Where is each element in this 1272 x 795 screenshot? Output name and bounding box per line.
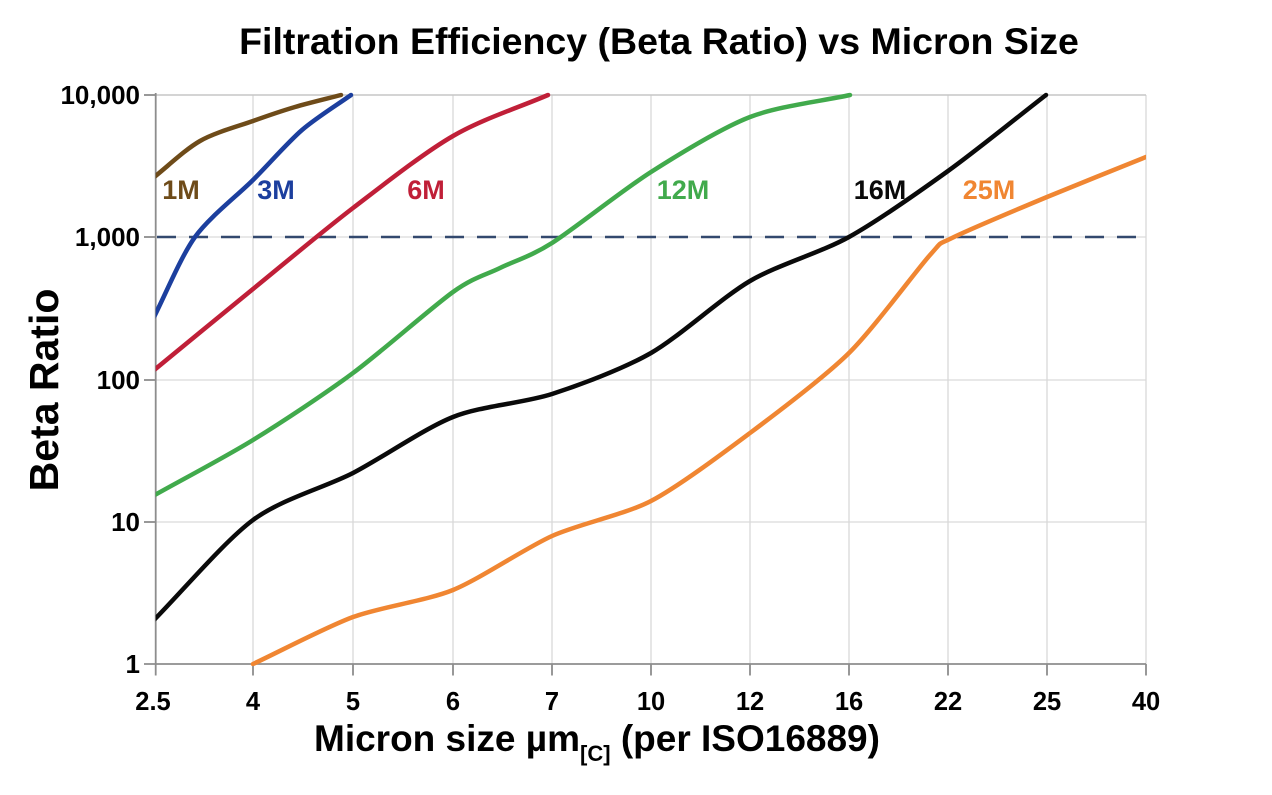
svg-text:6M: 6M: [407, 175, 445, 205]
svg-text:1,000: 1,000: [75, 222, 140, 252]
svg-text:16: 16: [835, 688, 863, 716]
svg-text:12M: 12M: [657, 175, 710, 205]
svg-text:7: 7: [545, 688, 559, 716]
svg-text:10: 10: [637, 688, 665, 716]
svg-text:3M: 3M: [257, 175, 295, 205]
svg-text:25M: 25M: [963, 175, 1016, 205]
svg-text:10,000: 10,000: [60, 80, 140, 110]
svg-text:2.5: 2.5: [135, 688, 170, 716]
svg-text:5: 5: [346, 688, 360, 716]
svg-text:40: 40: [1132, 688, 1160, 716]
svg-text:Micron size µm[C] (per ISO1688: Micron size µm[C] (per ISO16889): [314, 718, 880, 766]
svg-text:1M: 1M: [162, 175, 200, 205]
svg-text:100: 100: [97, 365, 140, 395]
svg-text:16M: 16M: [854, 175, 907, 205]
svg-text:Beta Ratio: Beta Ratio: [21, 289, 67, 492]
svg-text:Filtration Efficiency (Beta Ra: Filtration Efficiency (Beta Ratio) vs Mi…: [239, 20, 1079, 62]
svg-text:6: 6: [446, 688, 460, 716]
svg-text:22: 22: [934, 688, 962, 716]
svg-text:1: 1: [126, 649, 140, 679]
svg-text:25: 25: [1033, 688, 1061, 716]
svg-text:12: 12: [736, 688, 764, 716]
svg-text:4: 4: [246, 688, 261, 716]
svg-text:10: 10: [111, 507, 140, 537]
